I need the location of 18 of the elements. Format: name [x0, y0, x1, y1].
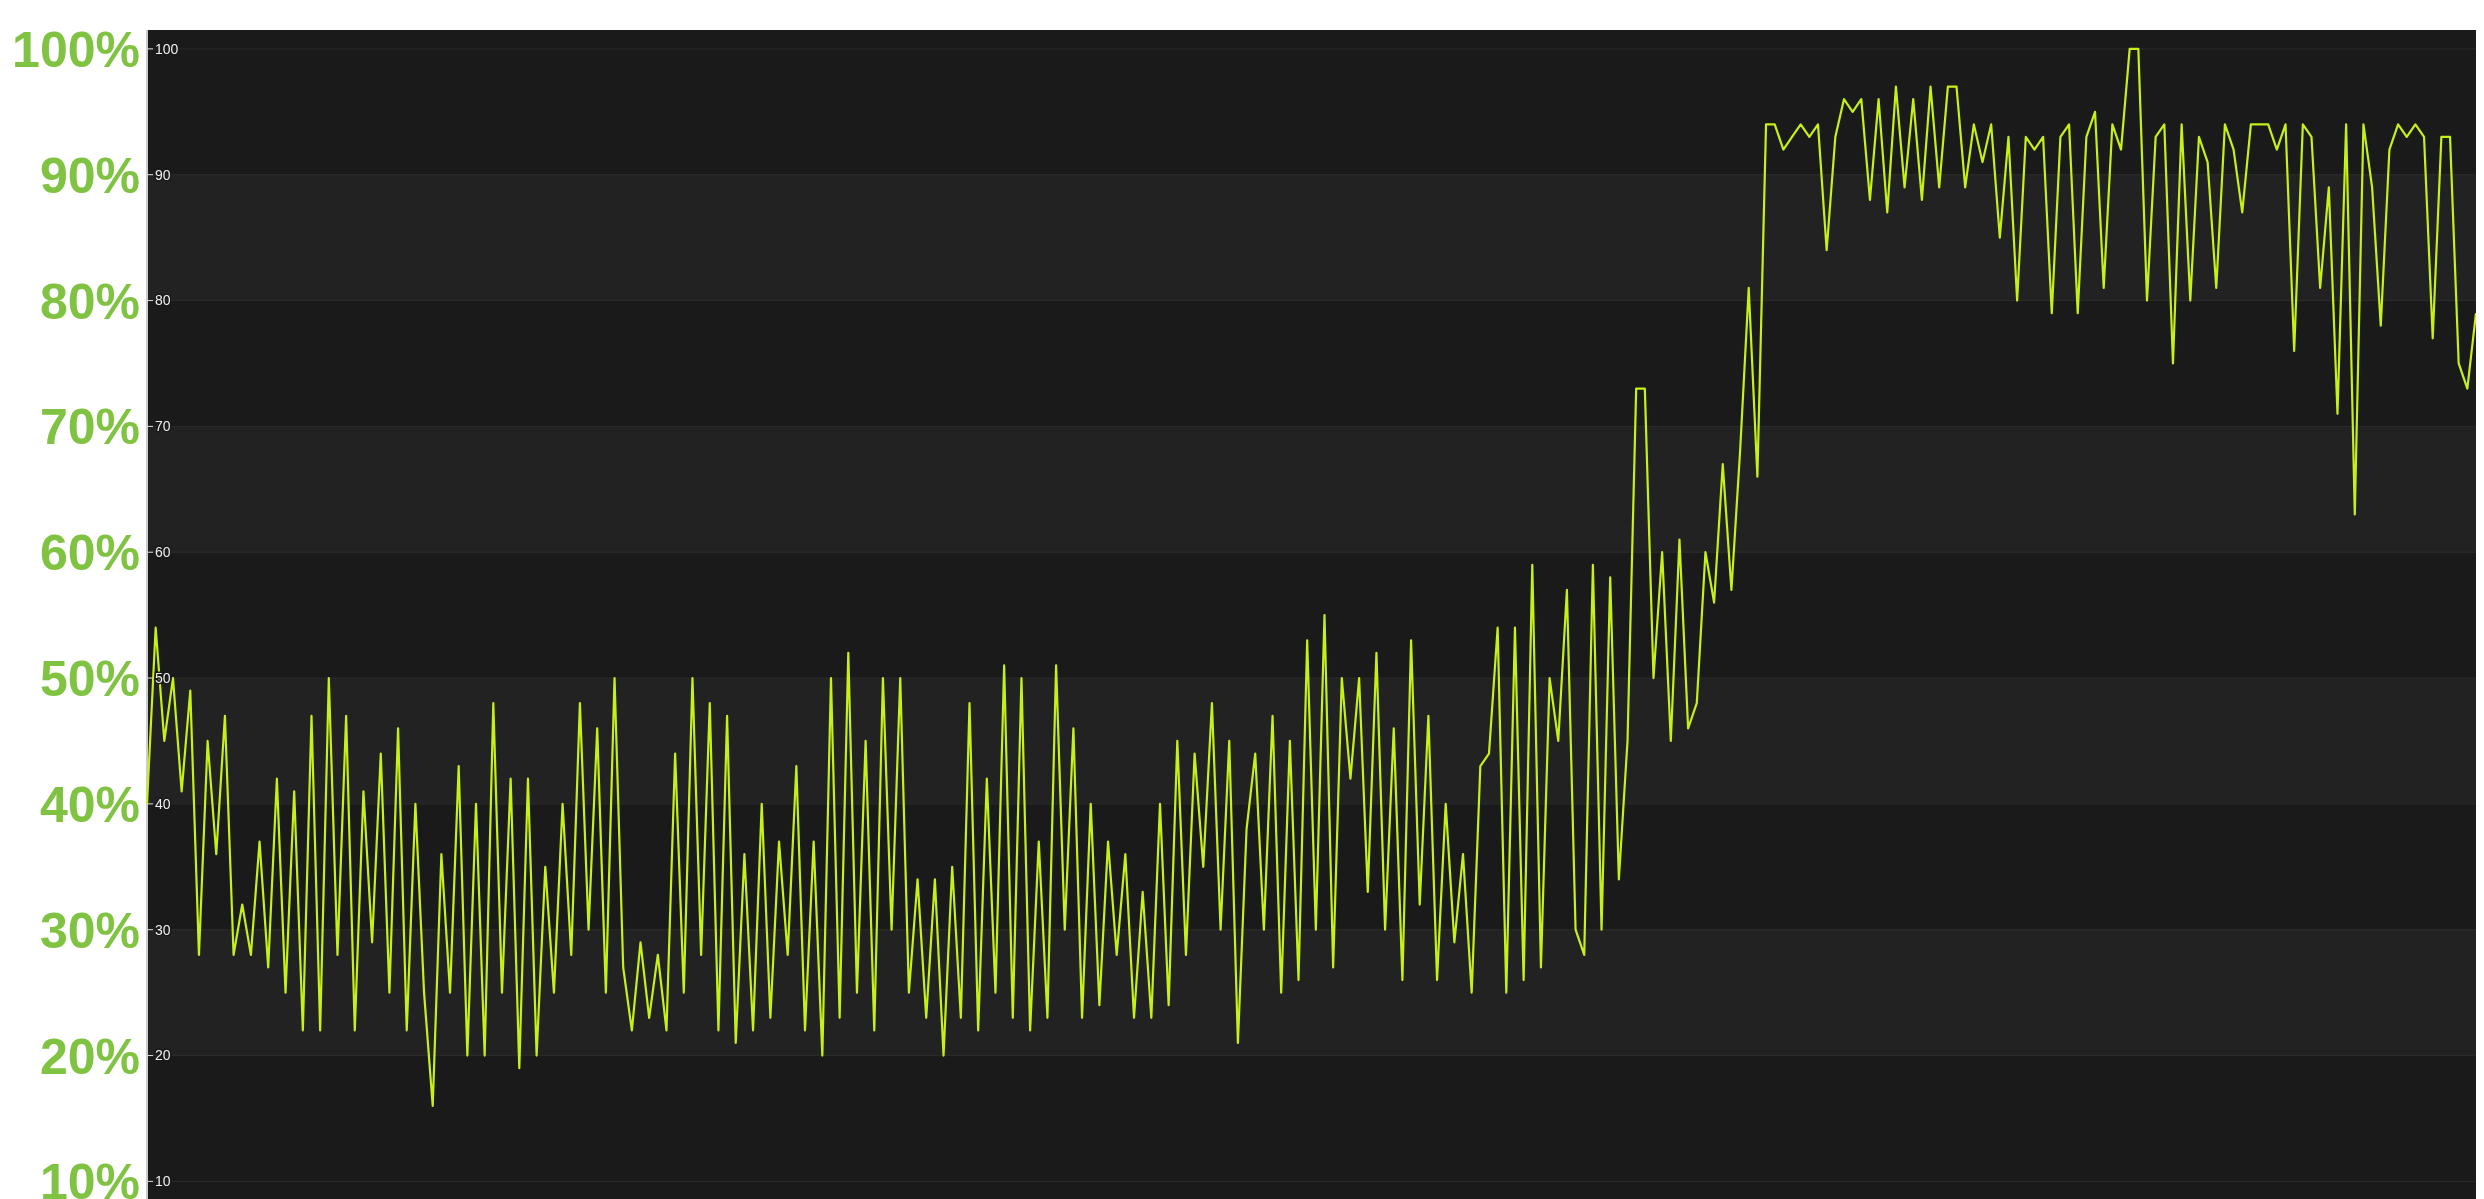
y-tick-label: 90% [39, 147, 140, 204]
y2-tick-label: 80 [155, 292, 171, 309]
y-tick-label: 70% [39, 399, 140, 456]
y-tick-label: 60% [39, 525, 140, 582]
y2-tick-label: 20 [155, 1047, 171, 1064]
y2-tick-label: 60 [155, 544, 171, 561]
y2-tick-label: 30 [155, 921, 171, 938]
y2-tick-label: 40 [155, 795, 171, 812]
y2-tick-label: 90 [155, 166, 171, 183]
y2-tick-label: 70 [155, 418, 171, 435]
y-tick-label: 20% [39, 1028, 140, 1085]
y-tick-label: 100% [12, 21, 140, 78]
y-tick-label: 50% [39, 651, 140, 708]
y2-tick-label: 10 [155, 1173, 171, 1190]
y2-tick-label: 100 [155, 40, 179, 57]
y-tick-label: 40% [39, 776, 140, 833]
y-tick-label: 30% [39, 902, 140, 959]
y-tick-label: 80% [39, 273, 140, 330]
